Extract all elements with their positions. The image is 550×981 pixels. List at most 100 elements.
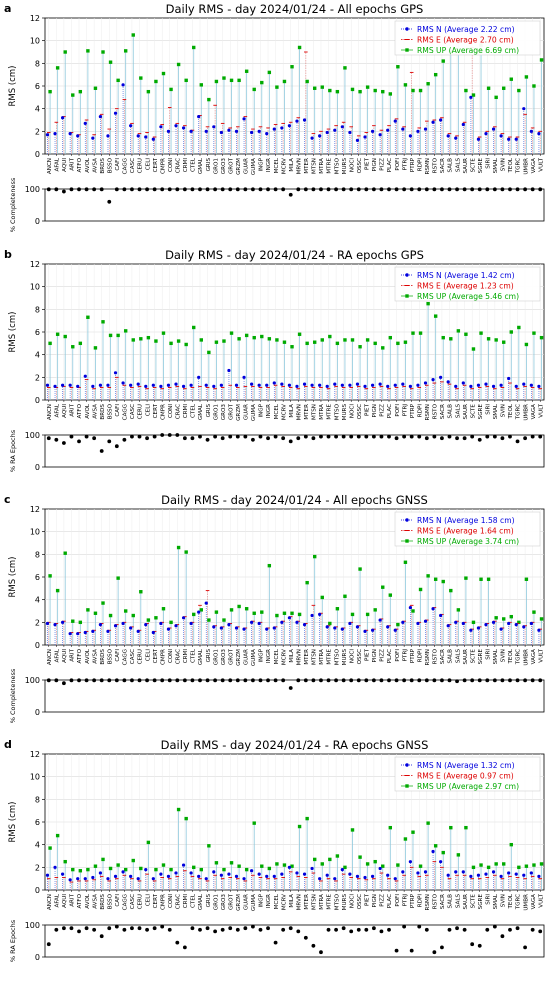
secondary-point-MILA — [288, 192, 293, 197]
marker-n-BRDS — [98, 383, 103, 387]
marker-n-MTRA — [318, 134, 322, 138]
secondary-point-GRIS — [205, 678, 210, 683]
y-tick-label: 6 — [35, 328, 40, 337]
x-tick-label: AVSA — [92, 894, 98, 909]
marker-n-MTSO — [333, 626, 337, 630]
secondary-point-NOCI — [349, 434, 354, 439]
marker-n-MILA — [287, 124, 292, 128]
marker-up-RDPI — [418, 88, 423, 93]
marker-n-GRIS — [204, 601, 208, 605]
marker-up-INGR — [267, 866, 272, 871]
marker-up-CERU — [139, 866, 143, 871]
marker-up-CAGG — [123, 609, 128, 613]
secondary-point-CAGG — [122, 187, 127, 192]
secondary-point-SACR — [440, 187, 444, 192]
data-marks — [45, 33, 544, 154]
secondary-point-MTSN — [311, 187, 316, 192]
marker-n-MCRV — [280, 382, 284, 386]
secondary-y-axis-label: % RA Epochs — [9, 429, 17, 472]
marker-n-SVIN — [499, 134, 503, 138]
marker-n-MTSO — [333, 382, 337, 386]
marker-up-AVSA — [93, 864, 98, 868]
x-tick-label: ANCN — [47, 404, 53, 420]
marker-n-SIRI — [484, 382, 488, 386]
secondary-point-RDPI — [417, 187, 422, 192]
marker-up-CASC — [131, 33, 135, 37]
marker-up-CMPR — [161, 331, 166, 335]
secondary-point-TEOL — [508, 434, 512, 439]
x-tick-label: MTSO — [334, 403, 340, 420]
chart-title: Daily RMS - day 2024/01/24 - RA epochs G… — [161, 738, 429, 752]
secondary-point-MURS — [341, 434, 346, 439]
marker-up-CRMI — [184, 78, 188, 83]
x-tick-label: MTSN — [312, 404, 318, 420]
y-axis-label: RMS (cm) — [8, 66, 18, 107]
x-tick-label: MTER — [304, 894, 310, 910]
secondary-point-PLAC — [387, 678, 391, 683]
secondary-point-AVSA — [92, 927, 97, 932]
marker-n-GROT — [227, 368, 231, 373]
secondary-point-GRIS — [205, 926, 210, 931]
x-tick-label: TGRC — [516, 158, 522, 174]
marker-n-CRMI — [181, 384, 186, 388]
secondary-point-CRMI — [182, 678, 187, 683]
marker-n-SAUR — [461, 621, 465, 626]
marker-n-AVSA — [91, 629, 95, 634]
secondary-point-GROT — [228, 926, 233, 931]
x-tick-label: MRVN — [296, 158, 302, 174]
secondary-point-CAFI — [114, 187, 119, 192]
marker-n-TGRC — [514, 137, 518, 141]
x-tick-label: RSTO — [433, 157, 439, 173]
marker-n-GUMA — [250, 620, 254, 624]
secondary-point-MRVN — [296, 678, 301, 683]
marker-n-TEOL — [507, 871, 511, 875]
x-tick-label: GRO1 — [213, 158, 219, 175]
x-tick-label: MILA — [289, 894, 295, 908]
secondary-point-CRMI — [182, 436, 187, 441]
marker-up-NOCI — [350, 612, 355, 617]
secondary-point-MCRV — [281, 436, 286, 441]
marker-up-SACR — [441, 59, 445, 63]
panel-b: b Daily RMS - day 2024/01/24 - RA epochs … — [4, 248, 544, 472]
marker-n-INGP — [257, 621, 261, 626]
x-tick-label: SIRI — [485, 894, 491, 905]
x-tick-label: SGRE — [478, 404, 484, 420]
x-tick-label: GRZM — [236, 894, 242, 911]
marker-up-CMPR — [161, 863, 166, 867]
marker-n-UMBR — [522, 382, 526, 386]
secondary-point-CAGG — [122, 927, 127, 932]
secondary-point-CRAC — [175, 678, 180, 683]
x-tick-label: CAFI — [115, 404, 121, 417]
y-tick-label: 0 — [35, 396, 40, 405]
x-tick-label: PIGN — [372, 894, 378, 908]
x-tick-label: PIZZ — [380, 404, 386, 417]
marker-up-OSSC — [358, 567, 362, 571]
secondary-point-AFAL — [54, 437, 59, 442]
x-tick-label: SCTE — [470, 404, 476, 419]
secondary-plot-area — [44, 679, 545, 713]
secondary-point-AQUI — [62, 681, 66, 686]
secondary-point-SIRI — [485, 187, 490, 192]
x-tick-label: ANCN — [47, 649, 53, 665]
secondary-point-OSSC — [356, 927, 361, 932]
marker-n-SAUR — [461, 122, 465, 127]
x-tick-label: PIET — [365, 157, 371, 170]
marker-n-NOCI — [348, 130, 352, 135]
marker-n-INGP — [257, 383, 261, 387]
marker-n-CERU — [136, 629, 140, 634]
marker-up-GUAR — [244, 333, 249, 338]
secondary-point-POFI — [394, 187, 399, 192]
marker-up-MCRV — [282, 79, 287, 84]
marker-n-GRIS — [204, 877, 208, 881]
x-tick-label: CELI — [145, 404, 151, 417]
secondary-y-tick-label: 100 — [25, 921, 40, 930]
secondary-point-PIZZ — [379, 929, 384, 934]
x-tick-label: INGR — [266, 404, 272, 418]
marker-n-PIET — [363, 875, 367, 880]
marker-n-SCTE — [469, 628, 473, 632]
marker-n-GRZM — [234, 626, 239, 630]
marker-up-PIZZ — [381, 864, 385, 868]
x-tick-label: POFI — [395, 404, 401, 417]
marker-n-GUMA — [250, 382, 254, 386]
marker-n-MILA — [287, 616, 292, 620]
